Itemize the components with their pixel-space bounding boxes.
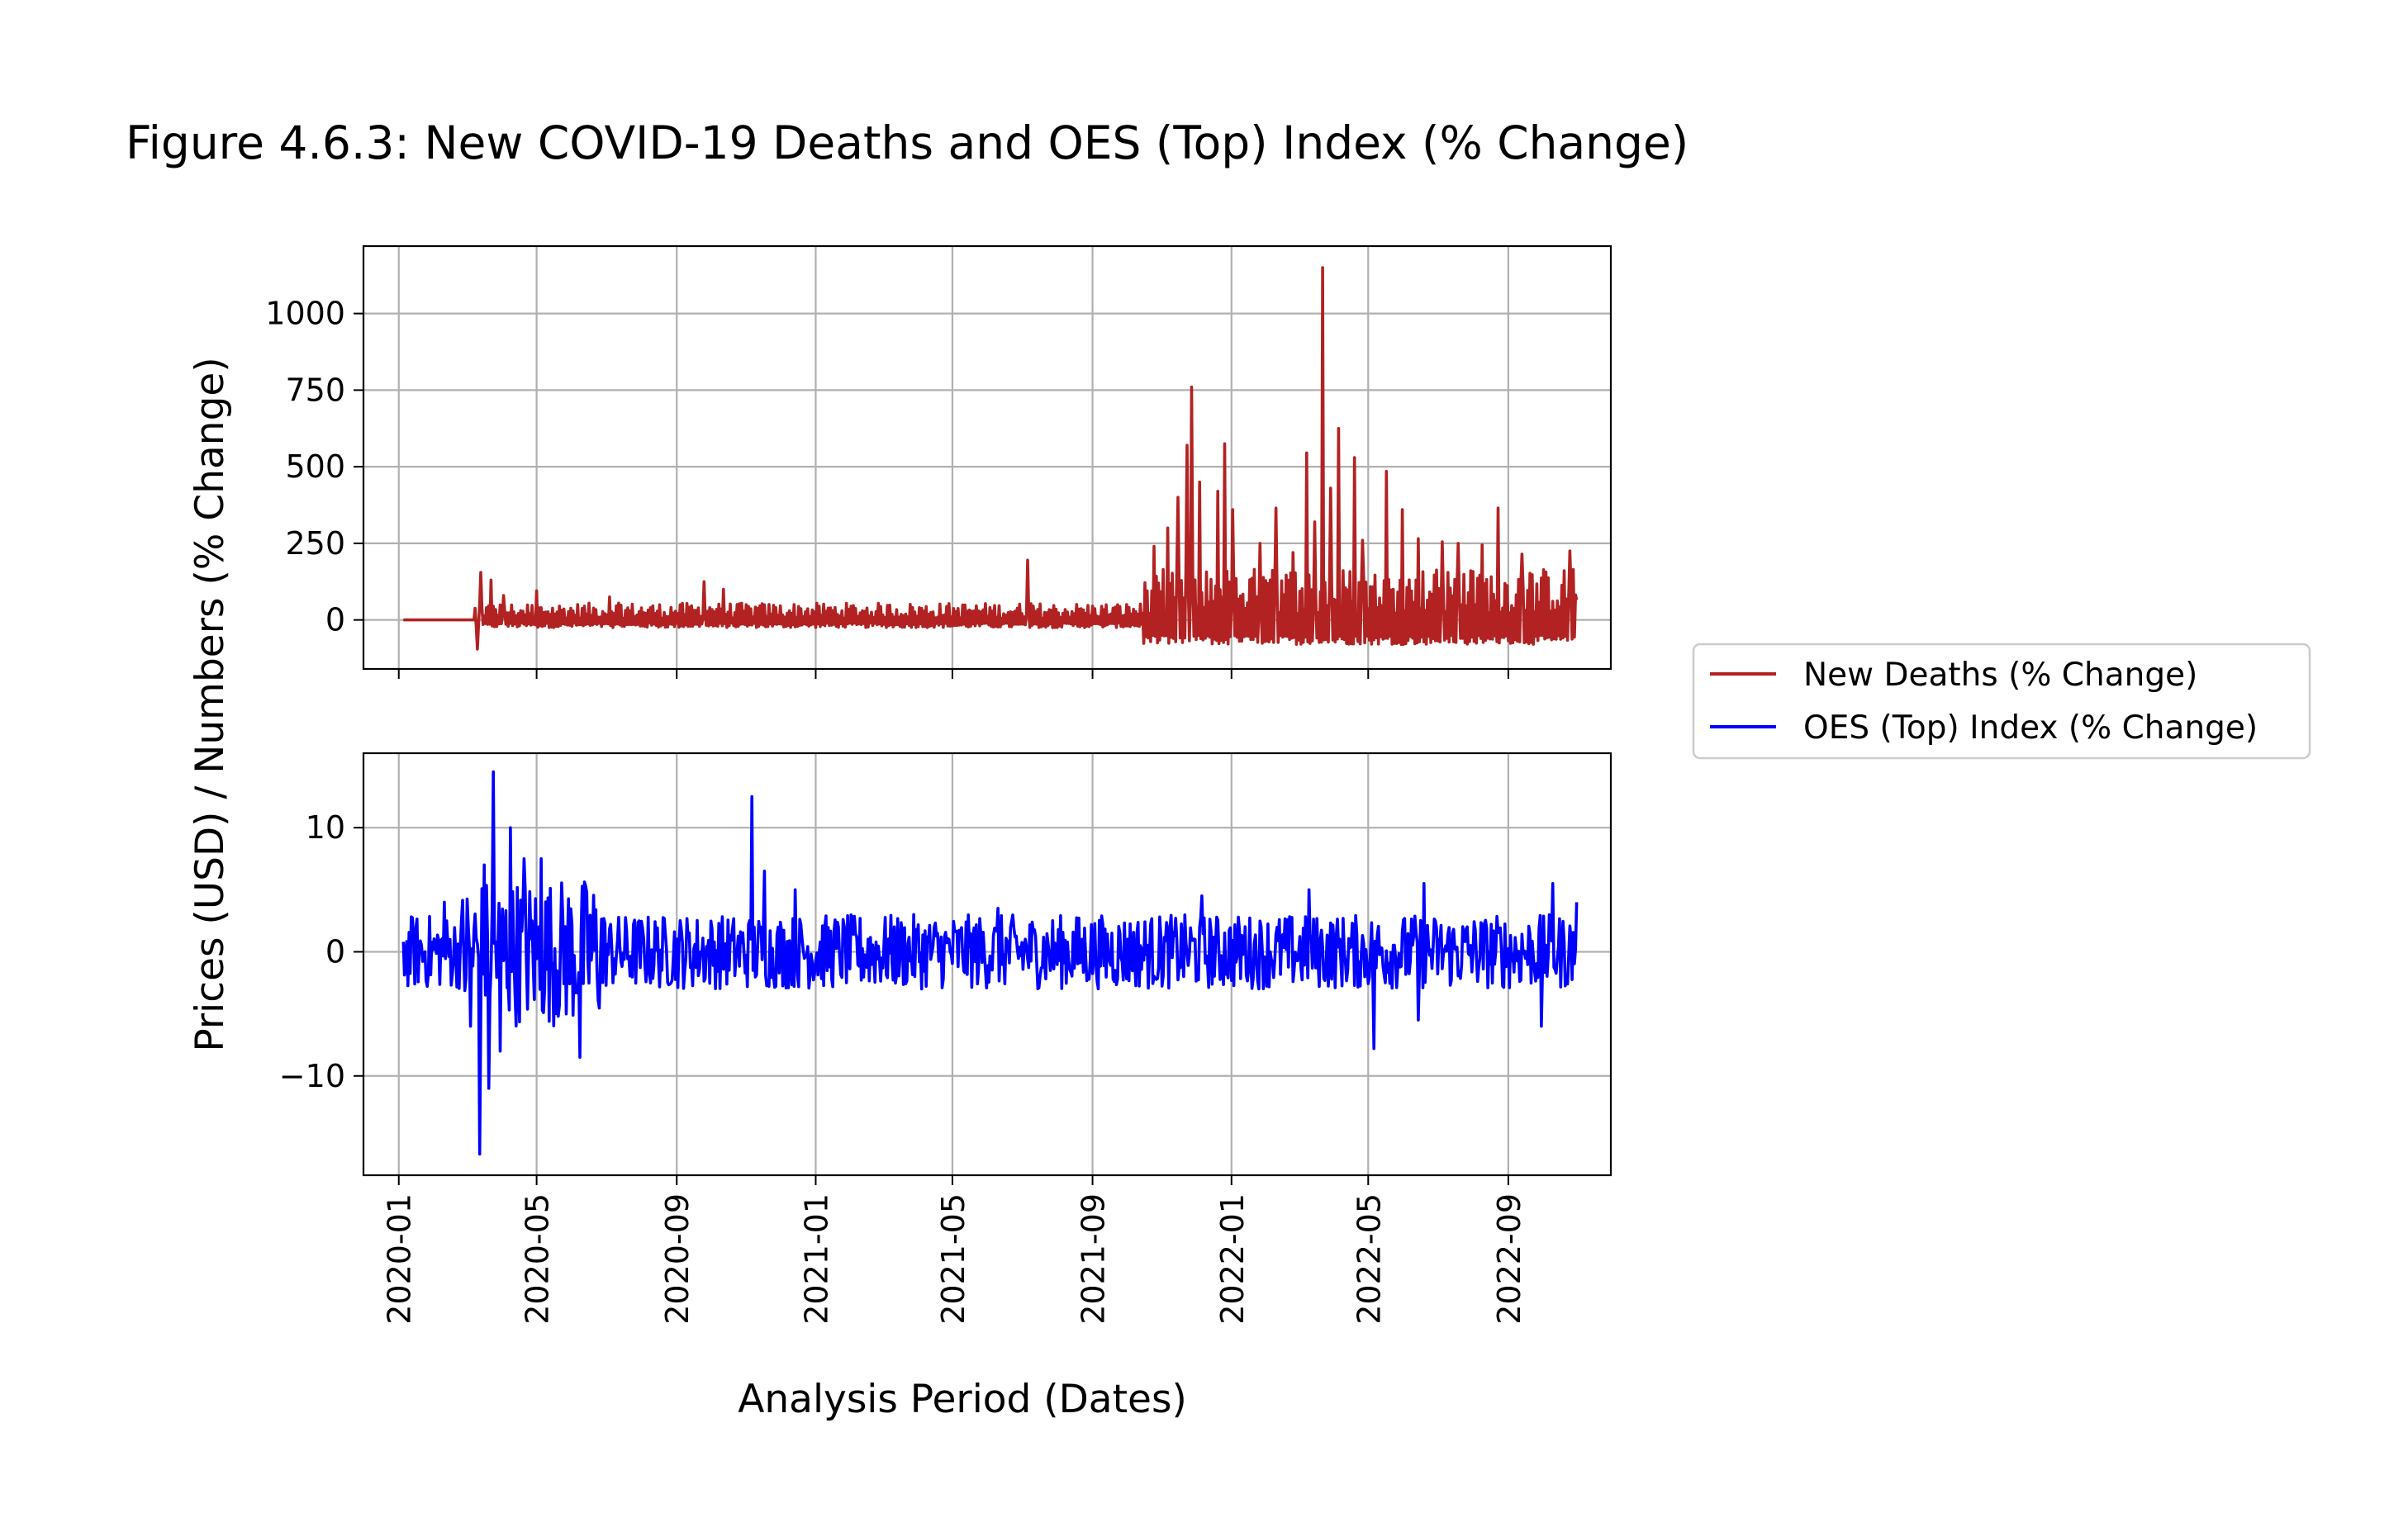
x-tick-label: 2020-01: [382, 1193, 418, 1325]
y-tick-label: 10: [306, 809, 345, 846]
y-tick-label: 750: [285, 372, 345, 408]
plot-frame: [362, 244, 1612, 671]
y-tick-label: 500: [285, 448, 345, 485]
x-tick-label: 2022-05: [1351, 1193, 1387, 1325]
x-tick-label: 2021-09: [1076, 1193, 1112, 1325]
x-tick-label: 2022-01: [1214, 1193, 1251, 1325]
y-axis-label: Prices (USD) / Numbers (% Change): [188, 357, 233, 1051]
x-tick-label: 2020-09: [659, 1193, 696, 1325]
top-panel-deaths: 0 250 500 750 1000: [265, 244, 1612, 679]
x-tick-label: 2021-01: [798, 1193, 834, 1325]
x-tick-label: 2021-05: [935, 1193, 971, 1325]
y-tick-label: 0: [325, 933, 345, 970]
y-tick-label: −10: [279, 1058, 345, 1094]
y-tick-label: 250: [285, 525, 345, 562]
y-tick-label: 0: [325, 602, 345, 638]
legend: New Deaths (% Change) OES (Top) Index (%…: [1692, 643, 2311, 760]
legend-entry-deaths: New Deaths (% Change): [1803, 657, 2197, 694]
x-axis-label: Analysis Period (Dates): [738, 1377, 1187, 1422]
legend-entry-oes: OES (Top) Index (% Change): [1803, 709, 2258, 747]
x-tick-label: 2020-05: [520, 1193, 556, 1325]
x-tick-label: 2022-09: [1491, 1193, 1527, 1325]
legend-frame: [1692, 643, 2311, 760]
y-tick-label: 1000: [265, 296, 345, 332]
figure-title: Figure 4.6.3: New COVID-19 Deaths and OE…: [126, 116, 1688, 169]
bottom-panel-oes-index: 2020-01 2020-05 2020-09 2021-01 2021-05 2021-…: [279, 752, 1612, 1325]
plot-frame: [362, 752, 1612, 1177]
series-line-oes-index: [401, 770, 1579, 1156]
series-line-new-deaths: [402, 266, 1579, 651]
